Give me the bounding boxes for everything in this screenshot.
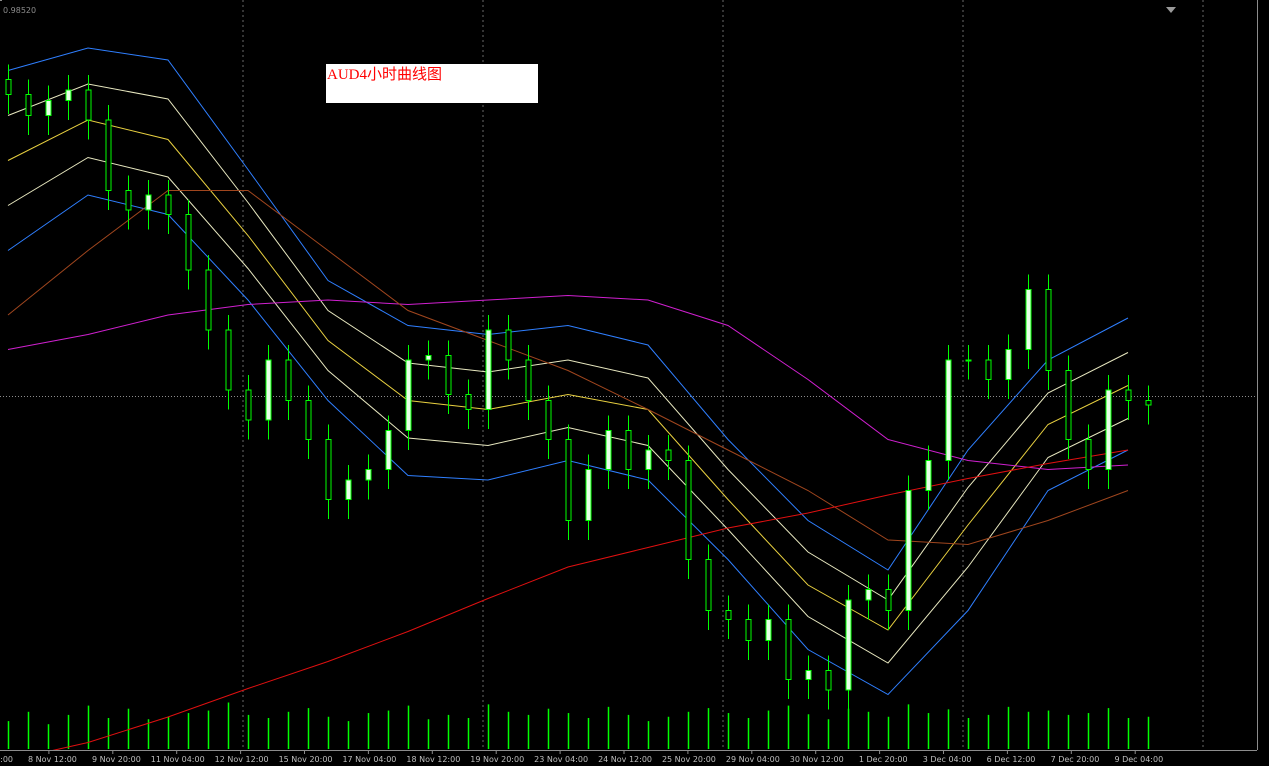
candle-body: [625, 430, 632, 470]
candle-body: [1105, 389, 1112, 470]
candle-body: [345, 479, 352, 500]
indicator-line: [7, 47, 1129, 571]
x-tick-label: 30 Nov 12:00: [790, 755, 844, 764]
candle-body: [585, 469, 592, 521]
vertical-grid: [242, 0, 1204, 750]
candle-body: [945, 359, 952, 461]
candle-body: [405, 359, 412, 431]
candle-body: [825, 670, 832, 691]
candle-body: [925, 460, 932, 491]
indicator-line: [7, 119, 1129, 631]
x-tick-label: 9 Nov 20:00: [92, 755, 141, 764]
candle-body: [905, 490, 912, 611]
x-tick-label: 17 Nov 04:00: [342, 755, 396, 764]
plot-area: [0, 47, 1257, 750]
candle-body: [225, 329, 232, 391]
y-tick-label: 0.98520: [3, 6, 36, 15]
candle-body: [705, 559, 712, 611]
candle-body: [125, 190, 132, 211]
candle-body: [965, 359, 972, 362]
candle-body: [865, 589, 872, 601]
x-axis-labels: :00 8 Nov 12:00 9 Nov 20:00 11 Nov 04:00 12 …: [0, 750, 1163, 764]
candle-body: [845, 599, 852, 691]
candle-body: [205, 269, 212, 331]
candle-body: [565, 439, 572, 521]
candle-body: [425, 355, 432, 361]
candle-body: [765, 619, 772, 641]
candle-body: [85, 89, 92, 121]
chart-title: AUD4小时曲线图: [327, 66, 442, 83]
candle-body: [45, 100, 52, 116]
candle-body: [445, 355, 452, 395]
indicator-line: [52, 449, 1129, 750]
candle-body: [725, 610, 732, 620]
candle-body: [1145, 400, 1152, 406]
candle-body: [385, 430, 392, 470]
title-box: [326, 64, 538, 103]
x-tick-label: 1 Dec 20:00: [859, 755, 908, 764]
candle-body: [185, 214, 192, 271]
candle-body: [265, 359, 272, 421]
x-tick-label: 18 Nov 12:00: [406, 755, 460, 764]
candle-body: [1065, 370, 1072, 440]
x-tick-label: 8 Nov 12:00: [28, 755, 77, 764]
candle-body: [325, 439, 332, 500]
candle-body: [1045, 289, 1052, 371]
candle-body: [665, 449, 672, 461]
candle-body: [285, 359, 292, 401]
candle-body: [605, 430, 612, 470]
candle-body: [65, 89, 72, 101]
indicator-line: [7, 83, 1129, 601]
x-tick-label: 24 Nov 12:00: [598, 755, 652, 764]
x-tick-label: 23 Nov 04:00: [534, 755, 588, 764]
x-tick-label: 3 Dec 04:00: [923, 755, 972, 764]
candle-body: [465, 394, 472, 410]
x-tick-label: 25 Nov 20:00: [662, 755, 716, 764]
candle-body: [745, 619, 752, 641]
candle-body: [245, 389, 252, 421]
candle-body: [525, 359, 532, 401]
x-tick-label: 12 Nov 12:00: [215, 755, 269, 764]
x-tick-label: 6 Dec 12:00: [987, 755, 1036, 764]
indicator-line: [7, 294, 1129, 471]
candle-body: [505, 329, 512, 361]
candle-body: [805, 670, 812, 680]
candle-body: [1085, 439, 1092, 470]
x-tick-label: 9 Dec 04:00: [1114, 755, 1163, 764]
candle-body: [1025, 289, 1032, 350]
candle-body: [5, 79, 12, 95]
candle-body: [145, 194, 152, 211]
candle-body: [645, 449, 652, 470]
candle-body: [25, 94, 32, 116]
candle-body: [785, 619, 792, 680]
candle-body: [885, 589, 892, 611]
x-tick-label: 11 Nov 04:00: [151, 755, 205, 764]
chart-shift-marker: [1166, 7, 1176, 13]
candle-body: [485, 329, 492, 410]
candle-body: [305, 400, 312, 440]
x-tick-label: 29 Nov 04:00: [726, 755, 780, 764]
candle-body: [365, 469, 372, 481]
x-tick-label: :00: [0, 755, 13, 764]
x-tick-label: 19 Nov 20:00: [470, 755, 524, 764]
candle-body: [1005, 349, 1012, 380]
candle-body: [165, 194, 172, 215]
candle-body: [685, 460, 692, 560]
candle-body: [105, 119, 112, 191]
indicator-line: [7, 190, 1129, 546]
x-tick-label: 7 Dec 20:00: [1051, 755, 1100, 764]
candle-body: [1125, 389, 1132, 401]
x-tick-label: 15 Nov 20:00: [279, 755, 333, 764]
candle-body: [545, 400, 552, 440]
candle-body: [985, 359, 992, 380]
